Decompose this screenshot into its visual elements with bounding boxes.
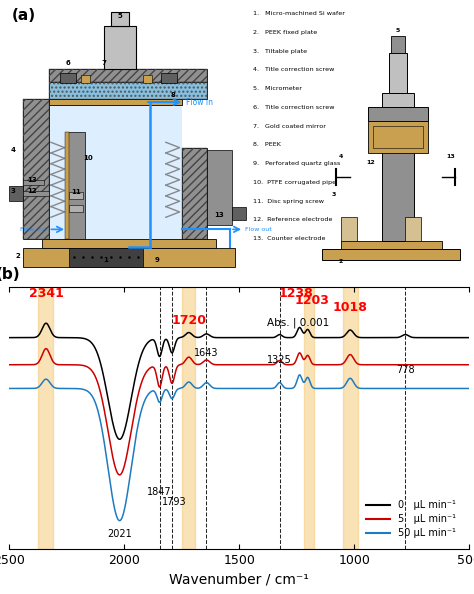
Bar — [182, 148, 207, 239]
Bar — [69, 206, 83, 212]
Text: 13: 13 — [447, 154, 455, 159]
Text: 10.  PTFE corrugated pipe: 10. PTFE corrugated pipe — [253, 180, 336, 185]
Bar — [143, 75, 152, 83]
Text: 12: 12 — [366, 160, 375, 165]
Bar — [23, 248, 235, 267]
Text: 9.   Perforated quartz glass: 9. Perforated quartz glass — [253, 161, 340, 166]
Text: 9: 9 — [154, 257, 159, 263]
Bar — [373, 126, 423, 148]
Text: 13: 13 — [214, 211, 224, 217]
Text: 2021: 2021 — [107, 529, 132, 539]
Legend: 0   μL min⁻¹, 5   μL min⁻¹, 50 μL min⁻¹: 0 μL min⁻¹, 5 μL min⁻¹, 50 μL min⁻¹ — [362, 497, 460, 542]
Bar — [340, 241, 442, 249]
Bar — [391, 36, 405, 52]
Bar — [382, 93, 414, 108]
Bar — [64, 131, 69, 239]
Bar — [304, 287, 314, 549]
Bar — [48, 82, 207, 99]
Text: 4: 4 — [10, 147, 16, 153]
Text: 3.   Tiltable plate: 3. Tiltable plate — [253, 49, 307, 53]
Text: 1325: 1325 — [267, 355, 292, 365]
Text: (b): (b) — [0, 267, 20, 282]
Text: 13.  Counter electrode: 13. Counter electrode — [253, 236, 326, 241]
Bar — [389, 52, 407, 93]
Text: 1203: 1203 — [294, 294, 329, 307]
Text: 8: 8 — [170, 93, 175, 99]
Text: 5.   Micrometer: 5. Micrometer — [253, 86, 302, 91]
Bar — [48, 99, 182, 105]
Bar — [23, 181, 44, 185]
Bar — [368, 121, 428, 153]
Bar — [368, 108, 428, 121]
Text: 1238: 1238 — [278, 287, 313, 301]
Bar — [340, 217, 356, 241]
Bar — [9, 187, 23, 201]
Bar — [81, 75, 90, 83]
Bar — [64, 131, 85, 239]
X-axis label: Wavenumber / cm⁻¹: Wavenumber / cm⁻¹ — [169, 573, 310, 587]
Bar — [382, 121, 414, 241]
Text: 13: 13 — [27, 178, 37, 184]
Text: 6: 6 — [377, 125, 382, 130]
Text: 1: 1 — [104, 257, 109, 263]
Text: 8.   PEEK: 8. PEEK — [253, 143, 281, 147]
Text: 6.   Title correction screw: 6. Title correction screw — [253, 105, 335, 110]
Bar — [23, 99, 48, 239]
Bar — [38, 287, 53, 549]
Bar — [232, 207, 246, 220]
Text: 8: 8 — [401, 181, 405, 186]
Bar — [110, 12, 129, 26]
Bar — [405, 217, 421, 241]
Text: 2: 2 — [15, 253, 20, 259]
Text: 5: 5 — [118, 14, 122, 20]
Bar — [42, 239, 216, 248]
Bar — [322, 249, 460, 260]
Text: 11: 11 — [71, 189, 81, 195]
Bar — [48, 99, 182, 239]
Text: 1.   Micro-machined Si wafer: 1. Micro-machined Si wafer — [253, 11, 345, 16]
Text: 4: 4 — [338, 154, 343, 159]
Text: 1793: 1793 — [162, 497, 187, 507]
Bar — [182, 148, 207, 239]
Text: 12: 12 — [27, 188, 37, 194]
Bar — [69, 192, 83, 198]
Text: 3: 3 — [331, 192, 336, 197]
Text: 7: 7 — [419, 130, 423, 135]
Bar — [48, 82, 207, 99]
Bar — [23, 99, 48, 239]
Bar — [23, 191, 48, 196]
Text: 5: 5 — [396, 29, 400, 33]
Bar — [48, 69, 207, 82]
Text: 3: 3 — [11, 188, 16, 194]
Text: 12.  Reference electrode: 12. Reference electrode — [253, 217, 333, 222]
Text: 1720: 1720 — [171, 314, 206, 327]
Text: Flow in: Flow in — [186, 97, 213, 106]
Text: 10: 10 — [83, 156, 92, 162]
Text: Flow out: Flow out — [245, 227, 272, 232]
Text: 1643: 1643 — [194, 348, 219, 358]
Text: 1018: 1018 — [333, 301, 368, 314]
Bar — [182, 287, 194, 549]
Text: 1847: 1847 — [147, 486, 172, 497]
Text: 7: 7 — [101, 60, 106, 67]
Text: 7.   Gold coated mirror: 7. Gold coated mirror — [253, 124, 326, 128]
Text: 4.   Title correction screw: 4. Title correction screw — [253, 67, 335, 72]
Bar — [343, 287, 358, 549]
Text: 778: 778 — [396, 365, 415, 375]
Bar — [69, 248, 143, 267]
Bar — [48, 69, 207, 82]
Bar — [207, 150, 232, 225]
Text: 13: 13 — [396, 211, 405, 216]
Text: Flow out: Flow out — [20, 227, 47, 232]
Bar — [104, 26, 136, 69]
Bar — [161, 72, 177, 83]
Text: Abs. | 0.001: Abs. | 0.001 — [267, 317, 329, 328]
Text: 11.  Disc spring screw: 11. Disc spring screw — [253, 198, 324, 204]
Text: 6: 6 — [66, 60, 71, 67]
Text: 2: 2 — [338, 259, 343, 264]
Text: 2341: 2341 — [28, 287, 64, 301]
Text: (a): (a) — [12, 8, 36, 23]
Bar — [60, 72, 76, 83]
Text: 2.   PEEK fixed plate: 2. PEEK fixed plate — [253, 30, 318, 35]
